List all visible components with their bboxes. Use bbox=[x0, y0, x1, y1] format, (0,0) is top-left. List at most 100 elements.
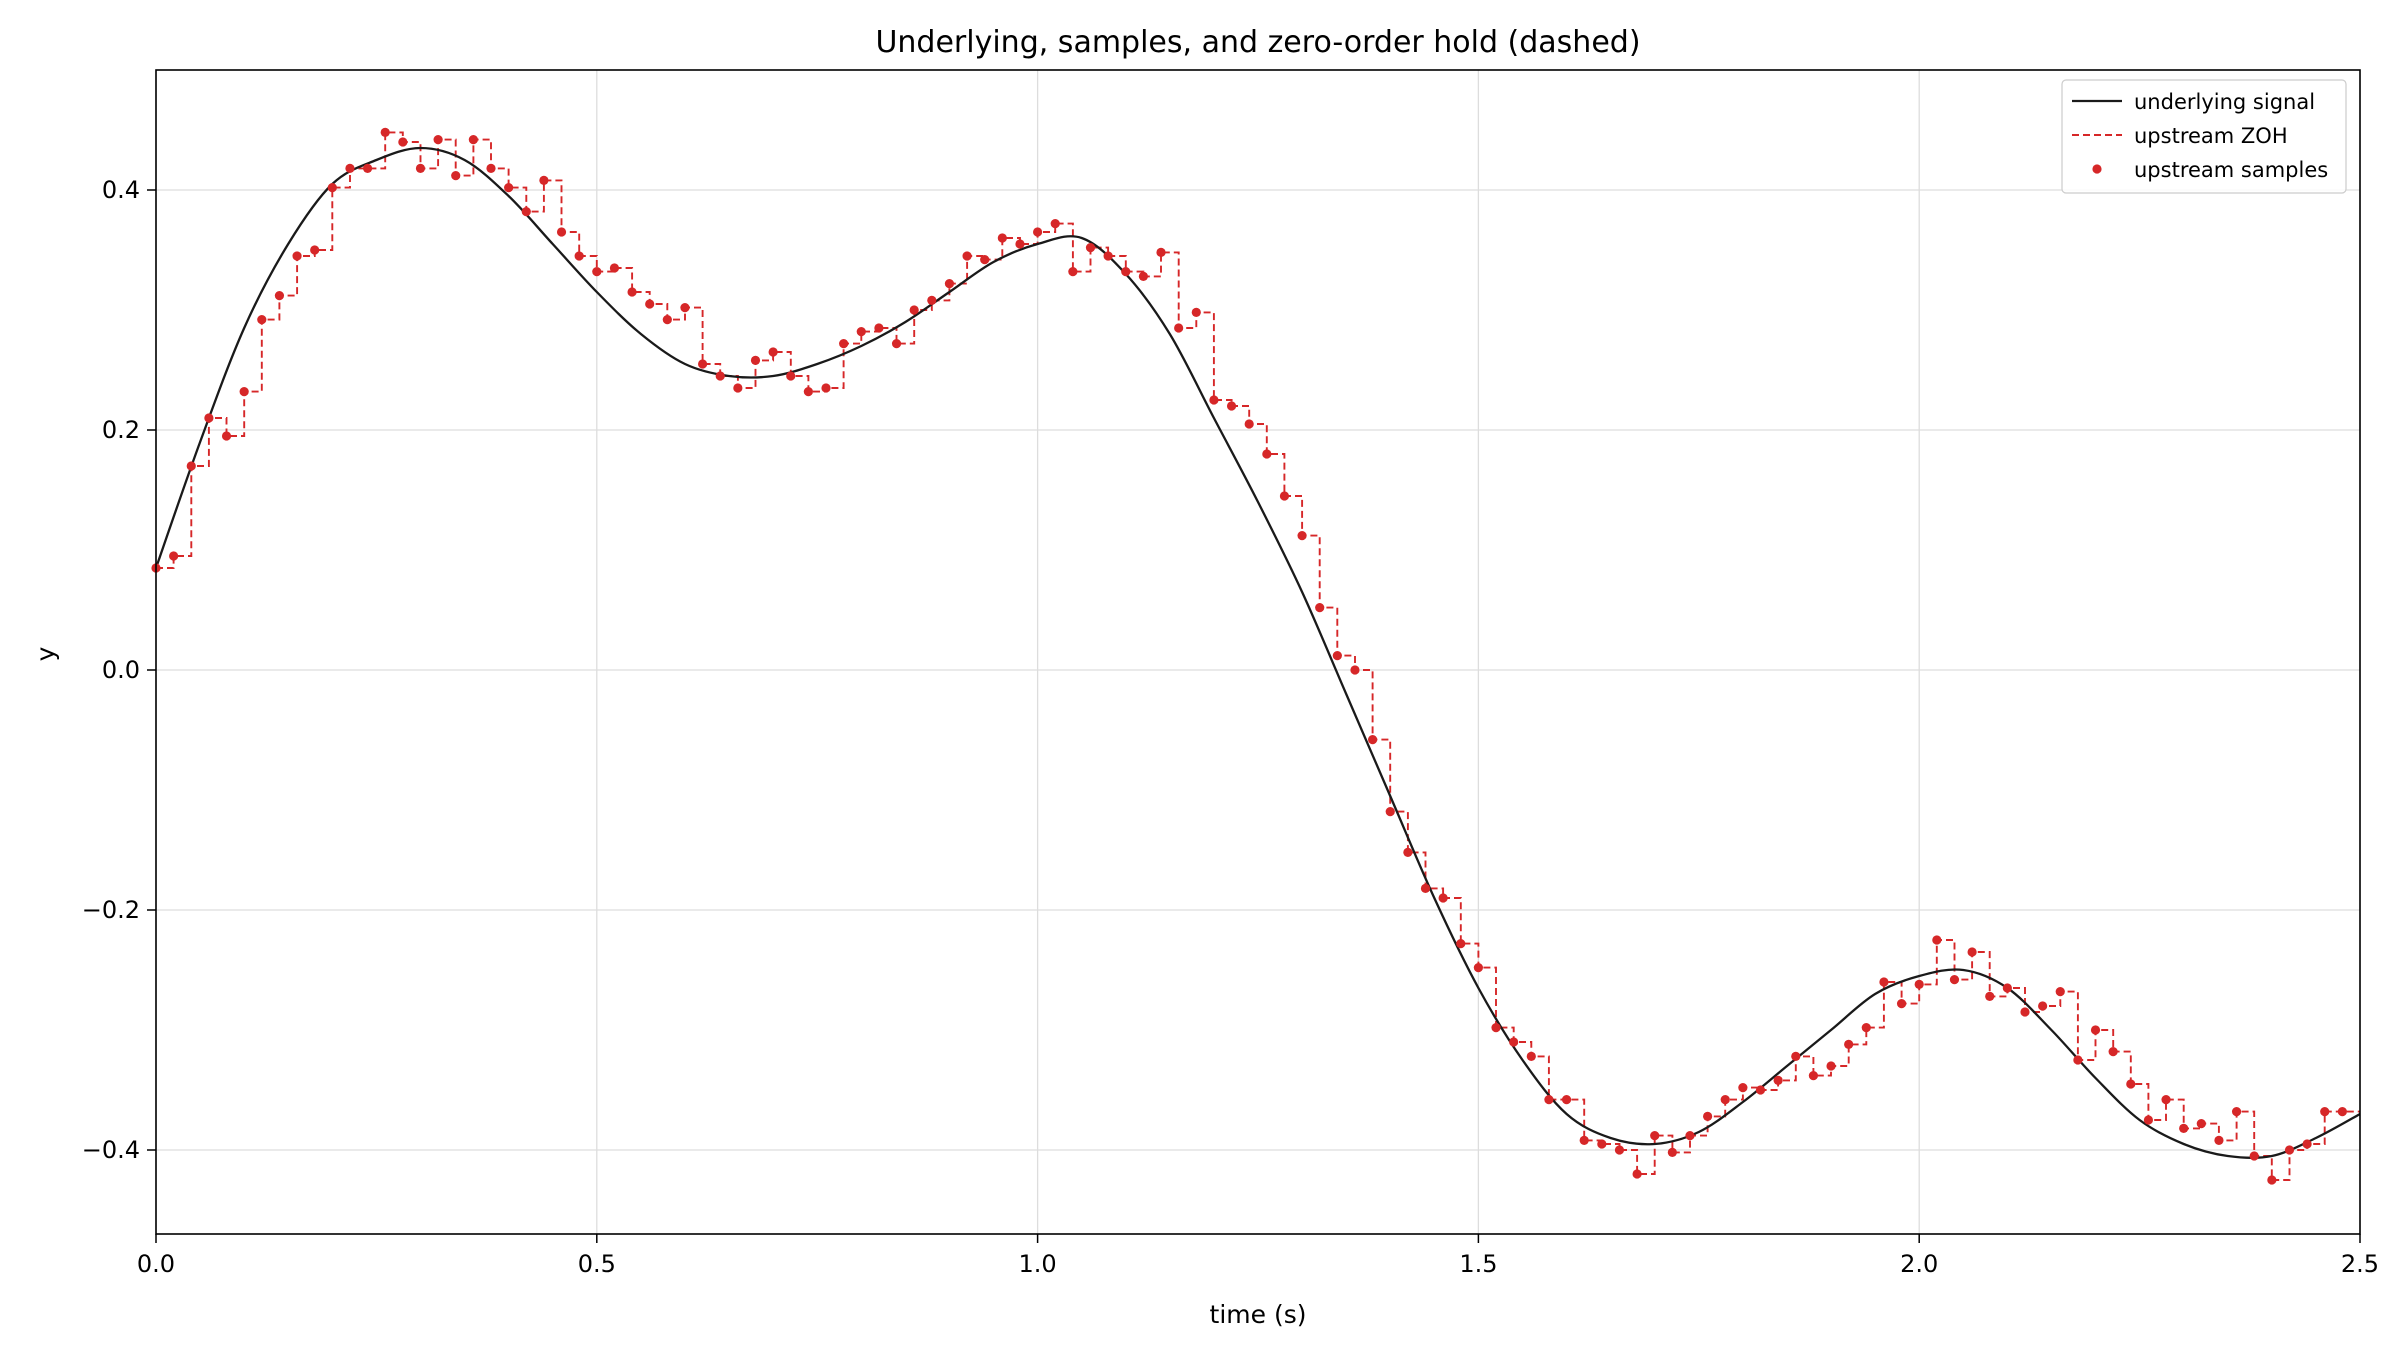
sample-point bbox=[1350, 665, 1360, 675]
sample-point bbox=[1685, 1131, 1695, 1141]
sample-point bbox=[1191, 307, 1201, 317]
sample-point bbox=[1385, 807, 1395, 817]
sample-point bbox=[2337, 1107, 2347, 1117]
sample-point bbox=[1438, 893, 1448, 903]
sample-point bbox=[662, 315, 672, 325]
sample-point bbox=[310, 245, 320, 255]
sample-point bbox=[1561, 1095, 1572, 1105]
sample-point bbox=[909, 305, 919, 315]
plot-frame bbox=[155, 69, 2361, 1235]
sample-point bbox=[1932, 935, 1942, 945]
legend-label-underlying: underlying signal bbox=[2134, 90, 2315, 114]
sample-point bbox=[2214, 1135, 2224, 1145]
x-tick-label: 0.5 bbox=[578, 1250, 616, 1278]
sample-point bbox=[1174, 323, 1184, 333]
sample-point bbox=[380, 127, 390, 137]
sample-point bbox=[398, 137, 408, 147]
sample-point bbox=[1844, 1039, 1854, 1049]
sample-point bbox=[1597, 1139, 1607, 1149]
sample-point bbox=[504, 183, 514, 193]
sample-point bbox=[1033, 227, 1043, 237]
series-underlying-signal bbox=[156, 146, 2360, 1160]
legend-label-samples: upstream samples bbox=[2134, 158, 2328, 182]
sample-point bbox=[1050, 219, 1060, 229]
sample-point bbox=[486, 163, 496, 173]
sample-point bbox=[944, 279, 955, 289]
sample-point bbox=[433, 135, 443, 145]
sample-point bbox=[1896, 999, 1907, 1009]
y-axis-label: y bbox=[31, 646, 60, 661]
legend-swatch-samples bbox=[2092, 164, 2102, 174]
sample-point bbox=[2002, 983, 2012, 993]
sample-point bbox=[2143, 1115, 2154, 1125]
sample-point bbox=[697, 359, 708, 369]
sample-point bbox=[239, 387, 249, 397]
sample-point bbox=[1949, 975, 1960, 985]
sample-point bbox=[1755, 1085, 1766, 1095]
sample-point bbox=[1808, 1071, 1819, 1081]
axis-ticks: 0.0 0.5 1.0 1.5 2.0 2.5 −0.4 −0.2 0.0 0.2 0.4 bbox=[82, 176, 2379, 1278]
sample-point bbox=[2020, 1007, 2030, 1017]
sample-point bbox=[1650, 1131, 1660, 1141]
sample-point bbox=[451, 171, 461, 181]
sample-point bbox=[750, 355, 761, 365]
sample-point bbox=[2267, 1175, 2277, 1185]
sample-point bbox=[1509, 1037, 1519, 1047]
sample-point bbox=[1491, 1023, 1501, 1033]
sample-point bbox=[1456, 939, 1466, 949]
sample-point bbox=[274, 291, 285, 301]
sample-point bbox=[362, 163, 373, 173]
sample-point bbox=[821, 383, 831, 393]
sample-point bbox=[2284, 1145, 2295, 1155]
sample-point bbox=[1138, 271, 1148, 281]
sample-point bbox=[1985, 991, 1995, 1002]
legend: underlying signal upstream ZOH upstream … bbox=[2061, 79, 2347, 194]
y-tick-label: 0.0 bbox=[102, 656, 140, 684]
sample-point bbox=[1579, 1135, 1589, 1145]
sample-point bbox=[1826, 1061, 1836, 1071]
sample-point bbox=[1103, 251, 1113, 261]
sample-point bbox=[1544, 1095, 1554, 1105]
sample-point bbox=[2108, 1047, 2118, 1057]
sample-point bbox=[327, 183, 337, 193]
sample-point bbox=[1614, 1145, 1625, 1155]
sample-point bbox=[204, 413, 214, 423]
sample-point bbox=[1315, 603, 1325, 613]
sample-point bbox=[2320, 1107, 2330, 1117]
sample-point bbox=[645, 299, 655, 309]
sample-point bbox=[997, 233, 1007, 243]
sample-point bbox=[680, 303, 690, 313]
sample-point bbox=[556, 227, 567, 237]
sample-point bbox=[1226, 401, 1237, 411]
sample-point bbox=[1297, 531, 1307, 541]
sample-point bbox=[1085, 243, 1096, 253]
sample-point bbox=[1262, 449, 1272, 459]
sample-point bbox=[1244, 419, 1254, 429]
sample-point bbox=[1068, 267, 1078, 277]
sample-point bbox=[1703, 1111, 1713, 1121]
sample-point bbox=[574, 251, 584, 261]
y-tick-label: −0.4 bbox=[82, 1136, 140, 1164]
sample-point bbox=[856, 327, 866, 337]
sample-point bbox=[627, 287, 637, 297]
sample-point bbox=[592, 267, 602, 277]
sample-point bbox=[1332, 651, 1342, 661]
sample-point bbox=[2249, 1151, 2259, 1161]
sample-point bbox=[2038, 1001, 2048, 1011]
sample-point bbox=[2231, 1107, 2242, 1117]
sample-point bbox=[1914, 979, 1924, 990]
legend-label-zoh: upstream ZOH bbox=[2134, 124, 2288, 148]
sample-point bbox=[733, 383, 743, 393]
sample-point bbox=[1156, 247, 1166, 257]
sample-point bbox=[1861, 1023, 1871, 1033]
sample-point bbox=[891, 339, 902, 349]
sample-point bbox=[1879, 977, 1889, 987]
y-tick-label: 0.2 bbox=[102, 416, 140, 444]
sample-point bbox=[292, 251, 302, 261]
sample-point bbox=[2126, 1079, 2136, 1089]
sample-point bbox=[221, 431, 232, 441]
sample-point bbox=[803, 387, 813, 397]
sample-point bbox=[1632, 1169, 1642, 1179]
sample-point bbox=[539, 175, 549, 185]
sample-point bbox=[1121, 267, 1131, 277]
